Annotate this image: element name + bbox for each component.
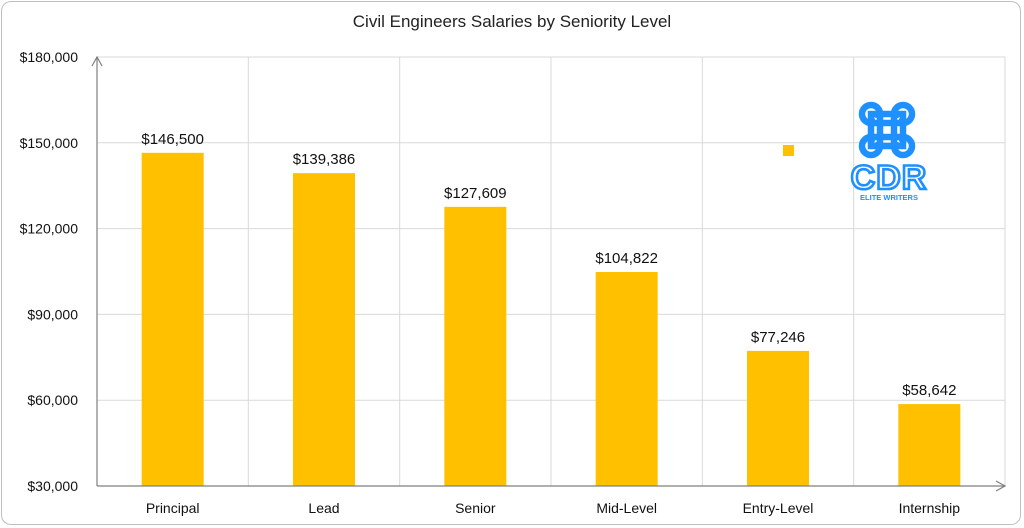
y-axis-arrow — [91, 55, 103, 67]
axes — [91, 55, 1007, 492]
x-tick-label: Principal — [146, 500, 200, 516]
grid-lines — [97, 56, 1006, 486]
y-tick-label: $60,000 — [27, 392, 78, 408]
x-tick-label: Internship — [899, 500, 961, 516]
x-tick-labels: Principal Lead Senior Mid-Level Entry-Level I… — [146, 500, 960, 516]
bar-value-label: $127,609 — [444, 185, 507, 202]
x-tick-label: Senior — [455, 500, 496, 516]
y-tick-label: $90,000 — [27, 306, 78, 322]
cdr-logo: CDR ELITE WRITERS — [844, 100, 934, 204]
x-axis-arrow — [995, 480, 1007, 492]
bar-value-label: $104,822 — [595, 250, 658, 267]
bar-principal — [141, 152, 204, 486]
x-tick-label: Entry-Level — [743, 500, 814, 516]
bar-value-label: $139,386 — [293, 151, 356, 168]
x-tick-label: Lead — [308, 500, 339, 516]
y-tick-label: $30,000 — [27, 478, 78, 494]
y-tick-labels: $30,000 $60,000 $90,000 $120,000 $150,000 $18… — [20, 49, 79, 494]
y-tick-label: $120,000 — [20, 221, 79, 237]
bar-value-label: $146,500 — [141, 131, 204, 148]
bar-internship — [898, 404, 961, 486]
logo-text: CDR — [851, 159, 928, 197]
bar-senior — [444, 206, 507, 486]
y-tick-label: $180,000 — [20, 49, 79, 65]
bar-value-label: $58,642 — [902, 382, 956, 399]
bars — [141, 152, 961, 486]
bar-lead — [293, 173, 355, 486]
bar-entry-level — [747, 350, 809, 486]
bar-value-label: $77,246 — [751, 329, 805, 346]
y-tick-label: $150,000 — [20, 135, 79, 151]
bar-value-labels: $146,500 $139,386 $127,609 $104,822 $77,246 $… — [141, 131, 956, 399]
logo-subtext: ELITE WRITERS — [860, 193, 918, 202]
legend-marker — [783, 145, 794, 156]
x-tick-label: Mid-Level — [596, 500, 657, 516]
chart-title: Civil Engineers Salaries by Seniority Le… — [352, 12, 672, 31]
cdr-logo-graphic: CDR ELITE WRITERS — [849, 101, 928, 202]
bar-mid-level — [595, 272, 658, 486]
